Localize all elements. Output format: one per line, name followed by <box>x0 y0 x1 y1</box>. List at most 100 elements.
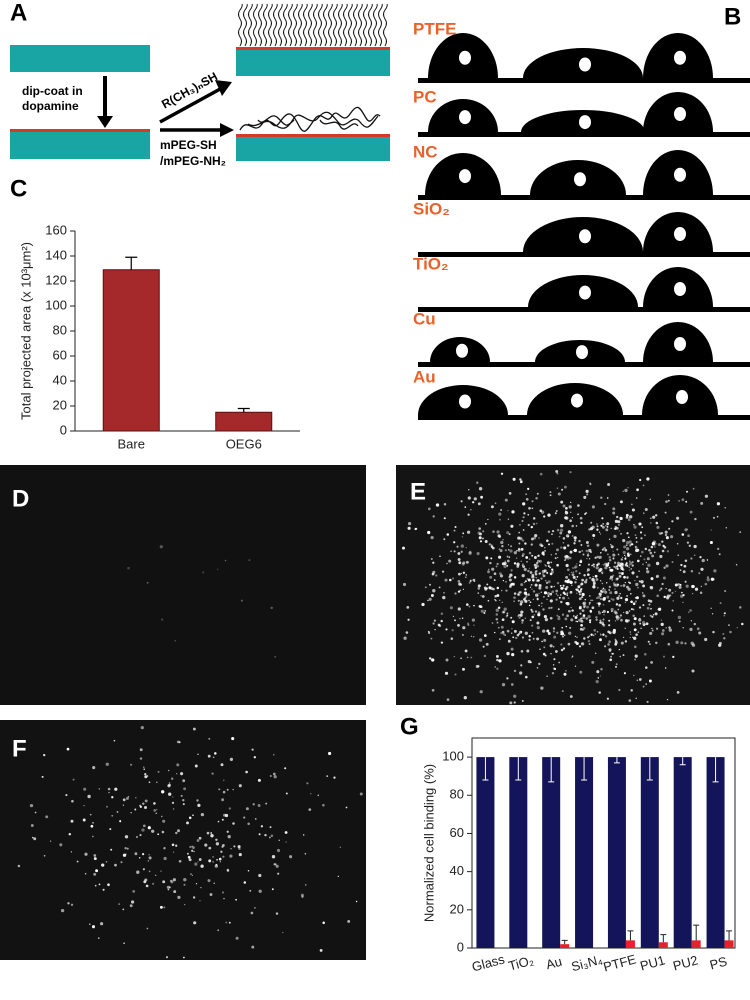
spot <box>468 605 471 608</box>
glint <box>674 167 686 182</box>
spot <box>666 698 669 701</box>
spot <box>130 763 133 766</box>
spot <box>630 633 632 636</box>
spot <box>480 595 482 597</box>
spot <box>146 581 149 584</box>
spot <box>636 548 640 552</box>
spot <box>510 647 514 651</box>
spot <box>634 579 636 582</box>
substrate <box>236 137 390 161</box>
spot <box>556 614 559 617</box>
spot <box>541 573 544 576</box>
spot <box>649 498 652 501</box>
spot <box>500 509 502 511</box>
spot <box>542 629 546 633</box>
spot <box>591 505 595 509</box>
glint <box>456 343 468 358</box>
spot <box>432 570 436 574</box>
spot <box>98 788 100 790</box>
spot <box>544 550 546 552</box>
spot <box>264 833 267 837</box>
spot <box>608 589 611 591</box>
spot <box>688 544 691 547</box>
spot <box>564 511 569 515</box>
spot <box>604 566 608 570</box>
spot <box>597 562 600 566</box>
chain <box>273 3 278 47</box>
spot <box>432 622 435 625</box>
spot <box>671 609 674 612</box>
spot <box>496 594 500 597</box>
glint <box>674 107 686 121</box>
spot <box>310 793 312 795</box>
spot <box>696 627 700 631</box>
spot <box>569 519 572 522</box>
spot <box>541 640 543 643</box>
spot <box>550 585 553 589</box>
spot <box>460 572 463 575</box>
spot <box>182 799 185 802</box>
spot <box>576 592 578 595</box>
spot <box>622 556 624 559</box>
chain <box>263 3 268 47</box>
spot <box>621 573 624 576</box>
spot <box>579 588 582 591</box>
spot <box>41 775 44 778</box>
spot <box>477 592 480 594</box>
spot <box>34 811 37 814</box>
spot <box>403 636 407 640</box>
spot <box>225 921 228 924</box>
y-axis-label: Normalized cell binding (%) <box>421 764 436 922</box>
spot <box>502 579 505 582</box>
spot <box>488 586 492 590</box>
spot <box>504 560 507 563</box>
spot <box>614 590 618 595</box>
spot <box>643 558 646 561</box>
spot <box>618 571 621 575</box>
spot <box>465 546 467 549</box>
spot <box>456 545 459 548</box>
spot <box>460 544 464 548</box>
spot <box>161 790 165 794</box>
spot <box>172 878 176 882</box>
spot <box>621 501 623 504</box>
spot <box>467 513 470 516</box>
spot <box>505 589 508 592</box>
spot <box>528 567 531 569</box>
spot <box>684 580 687 583</box>
spot <box>461 536 464 538</box>
glint <box>674 337 686 351</box>
spot <box>650 660 654 664</box>
spot <box>626 576 629 580</box>
spot <box>275 864 279 868</box>
spot <box>556 472 559 475</box>
spot <box>154 874 157 877</box>
spot <box>578 590 580 593</box>
spot <box>551 542 554 545</box>
spot <box>594 556 597 559</box>
x-tick-label: Si₃N₄ <box>570 952 604 975</box>
spot <box>516 562 520 566</box>
spot <box>728 624 730 626</box>
spot <box>526 649 530 653</box>
spot <box>655 641 658 645</box>
spot <box>232 788 234 791</box>
spot <box>547 513 551 517</box>
spot <box>543 591 548 595</box>
spot <box>642 685 645 688</box>
error-bar <box>548 757 555 783</box>
spot <box>157 833 160 836</box>
spot <box>70 903 74 906</box>
spot <box>562 584 565 587</box>
spot <box>698 572 701 575</box>
cell-spots <box>17 725 363 959</box>
spot <box>569 695 573 698</box>
spot <box>495 618 499 621</box>
spot <box>643 652 647 656</box>
spot <box>547 565 550 568</box>
error-bar <box>679 757 686 766</box>
spot <box>546 539 549 543</box>
arrow <box>159 86 223 124</box>
spot <box>642 604 645 607</box>
spot <box>538 662 541 666</box>
